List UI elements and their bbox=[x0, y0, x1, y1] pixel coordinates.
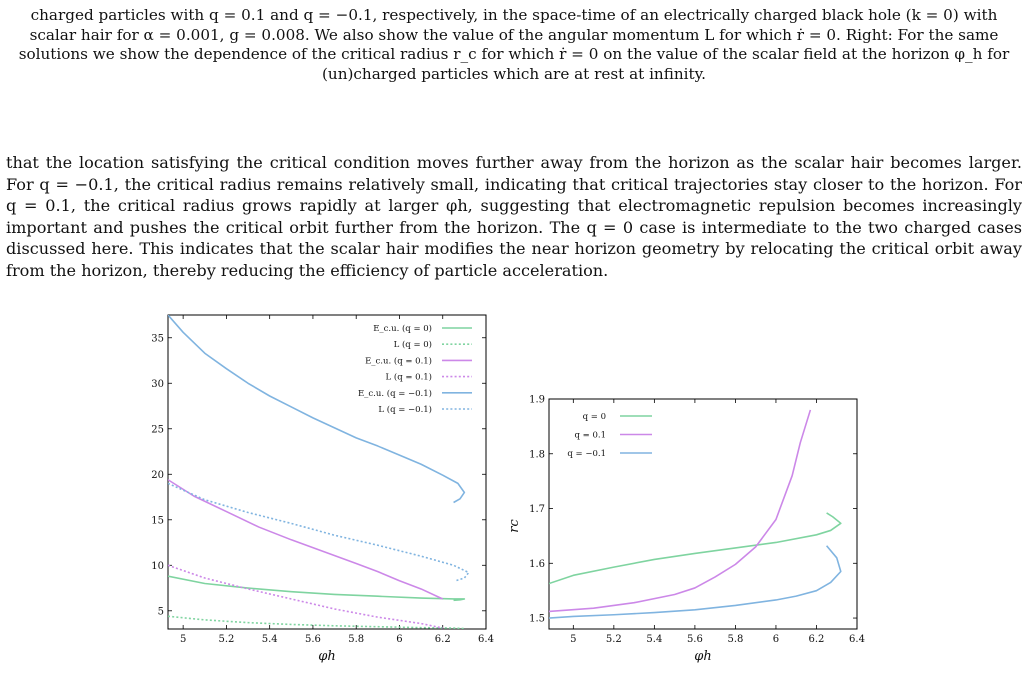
y-tick-label: 1.7 bbox=[529, 504, 545, 515]
y-tick-label: 15 bbox=[151, 515, 164, 526]
y-tick-label: 20 bbox=[151, 470, 164, 481]
x-tick-label: 6.2 bbox=[435, 634, 451, 645]
legend-label: L (q = 0) bbox=[394, 339, 432, 350]
series-line bbox=[168, 564, 443, 629]
x-tick-label: 6.4 bbox=[849, 634, 865, 645]
x-tick-label: 5 bbox=[570, 634, 576, 645]
y-tick-label: 1.6 bbox=[529, 559, 545, 570]
x-tick-label: 6 bbox=[773, 634, 779, 645]
series-line bbox=[168, 482, 470, 582]
y-tick-label: 1.9 bbox=[529, 395, 545, 406]
legend-label: q = −0.1 bbox=[567, 449, 606, 459]
x-tick-label: 6 bbox=[396, 634, 402, 645]
series-line bbox=[549, 512, 842, 585]
x-tick-label: 5.4 bbox=[646, 634, 662, 645]
series-line bbox=[168, 315, 466, 504]
y-tick-label: 30 bbox=[151, 379, 164, 390]
legend-label: q = 0 bbox=[583, 412, 606, 422]
figure-caption: charged particles with q = 0.1 and q = −… bbox=[6, 6, 1022, 84]
plot-frame bbox=[167, 314, 487, 630]
body-paragraph: that the location satisfying the critica… bbox=[6, 152, 1022, 282]
x-tick-label: 5.6 bbox=[687, 634, 703, 645]
x-axis-label: φh bbox=[318, 649, 335, 664]
x-tick-label: 5.8 bbox=[727, 634, 743, 645]
series-line bbox=[549, 545, 842, 619]
y-tick-label: 5 bbox=[158, 606, 164, 617]
legend-label: E_c.u. (q = 0) bbox=[373, 323, 432, 334]
caption-text: charged particles with q = 0.1 and q = −… bbox=[18, 6, 1010, 83]
legend-label: L (q = −0.1) bbox=[378, 404, 432, 415]
series-line bbox=[168, 615, 465, 629]
x-tick-label: 5.4 bbox=[262, 634, 278, 645]
legend-label: E_c.u. (q = −0.1) bbox=[358, 388, 432, 399]
series-line bbox=[168, 575, 466, 602]
legend-label: q = 0.1 bbox=[575, 431, 607, 441]
x-tick-label: 5.2 bbox=[606, 634, 622, 645]
x-axis-label: φh bbox=[694, 649, 711, 664]
x-tick-label: 6.2 bbox=[809, 634, 825, 645]
plot-frame bbox=[548, 398, 858, 630]
y-tick-label: 25 bbox=[151, 424, 164, 435]
y-tick-label: 1.5 bbox=[529, 614, 545, 625]
legend-label: E_c.u. (q = 0.1) bbox=[365, 355, 432, 366]
series-line bbox=[168, 479, 444, 600]
x-tick-label: 5.6 bbox=[305, 634, 321, 645]
legend-label: L (q = 0.1) bbox=[386, 372, 432, 383]
x-tick-label: 5.8 bbox=[348, 634, 364, 645]
x-tick-label: 6.4 bbox=[478, 634, 494, 645]
x-tick-label: 5 bbox=[180, 634, 186, 645]
y-tick-label: 35 bbox=[151, 333, 164, 344]
x-tick-label: 5.2 bbox=[218, 634, 234, 645]
y-tick-label: 1.8 bbox=[529, 449, 545, 460]
series-line bbox=[549, 409, 812, 613]
paragraph-text: that the location satisfying the critica… bbox=[6, 153, 1022, 280]
y-axis-label: rc bbox=[507, 519, 522, 533]
y-tick-label: 10 bbox=[151, 561, 164, 572]
